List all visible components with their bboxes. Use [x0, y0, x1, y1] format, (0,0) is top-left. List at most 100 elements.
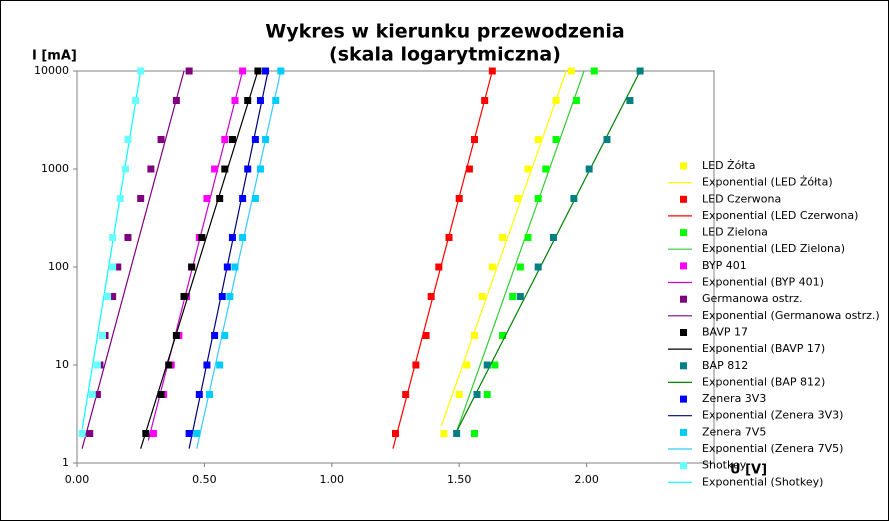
legend-marker — [680, 262, 687, 270]
point — [198, 233, 206, 241]
point — [244, 97, 252, 105]
point — [228, 135, 236, 143]
point — [626, 97, 634, 105]
trend-line — [392, 70, 493, 449]
point — [203, 195, 211, 203]
point — [244, 165, 252, 173]
trend-line — [456, 70, 641, 432]
x-tick-label: 0.00 — [65, 473, 90, 486]
point — [93, 391, 101, 399]
point — [440, 429, 448, 437]
point — [109, 263, 117, 271]
trend-line — [147, 70, 244, 441]
legend-marker — [680, 362, 687, 370]
point — [470, 135, 478, 143]
trend-line — [81, 70, 142, 430]
point — [499, 233, 507, 241]
point — [231, 263, 239, 271]
legend-marker — [680, 428, 687, 436]
x-tick-label: 2.00 — [574, 473, 599, 486]
legend-label: BAP 812 — [702, 359, 748, 372]
legend-label: Exponential (LED Żółta) — [702, 176, 833, 189]
legend-label: Exponential (BAP 812) — [702, 375, 825, 388]
trend-line — [440, 70, 567, 426]
point — [509, 293, 517, 301]
point — [453, 429, 461, 437]
point — [590, 67, 598, 75]
point — [473, 391, 481, 399]
point — [195, 391, 203, 399]
point — [223, 263, 231, 271]
point — [552, 135, 560, 143]
legend-marker — [680, 229, 687, 237]
point — [137, 195, 145, 203]
point — [114, 263, 122, 271]
point — [226, 293, 234, 301]
point — [491, 361, 499, 369]
x-tick-label: 0.50 — [192, 473, 217, 486]
point — [422, 331, 430, 339]
y-tick-label: 1000 — [41, 162, 69, 175]
point — [534, 135, 542, 143]
point — [142, 429, 150, 437]
point — [78, 429, 86, 437]
legend-label: LED Czerwona — [702, 192, 781, 205]
point — [137, 67, 145, 75]
legend-label: Germanowa ostrz. — [702, 292, 803, 305]
point — [149, 429, 157, 437]
point — [121, 165, 129, 173]
legend-marker — [680, 162, 687, 170]
point — [455, 391, 463, 399]
legend-label: LED Żółta — [702, 159, 756, 172]
point — [488, 263, 496, 271]
point — [435, 263, 443, 271]
trend-line — [140, 70, 259, 449]
point — [98, 331, 106, 339]
legend-label: Exponential (LED Zielona) — [702, 242, 845, 255]
legend-label: Exponential (LED Czerwona) — [702, 209, 858, 222]
point — [277, 67, 285, 75]
point — [572, 97, 580, 105]
point — [481, 97, 489, 105]
point — [239, 233, 247, 241]
x-tick-label: 1.00 — [320, 473, 345, 486]
legend-marker — [680, 329, 687, 336]
point — [478, 293, 486, 301]
trend-line — [196, 70, 282, 449]
legend-marker — [680, 395, 687, 403]
point — [203, 361, 211, 369]
point — [488, 67, 496, 75]
legend-label: Exponential (BYP 401) — [702, 276, 824, 289]
point — [251, 135, 259, 143]
y-axis-label: I [mA] — [32, 49, 77, 64]
point — [205, 391, 213, 399]
point — [104, 293, 112, 301]
point — [193, 429, 201, 437]
point — [157, 135, 165, 143]
point — [603, 135, 611, 143]
point — [524, 165, 532, 173]
y-tick-label: 1 — [62, 456, 69, 469]
point — [256, 97, 264, 105]
point — [636, 67, 644, 75]
legend-label: Exponential (Shotkey) — [702, 475, 823, 488]
y-tick-label: 10000 — [34, 64, 69, 77]
point — [455, 195, 463, 203]
point — [216, 361, 224, 369]
point — [93, 361, 101, 369]
point — [124, 135, 132, 143]
point — [542, 165, 550, 173]
point — [251, 195, 259, 203]
chart-title: Wykres w kierunku przewodzenia — [265, 21, 625, 43]
point — [445, 233, 453, 241]
point — [218, 293, 226, 301]
legend-label: Exponential (Zenera 3V3) — [702, 409, 843, 422]
point — [216, 195, 224, 203]
point — [147, 165, 155, 173]
point — [552, 97, 560, 105]
legend-marker — [680, 295, 687, 303]
legend-marker — [680, 195, 687, 203]
point — [116, 195, 124, 203]
legend-label: Shotkey — [702, 459, 747, 472]
point — [86, 429, 94, 437]
